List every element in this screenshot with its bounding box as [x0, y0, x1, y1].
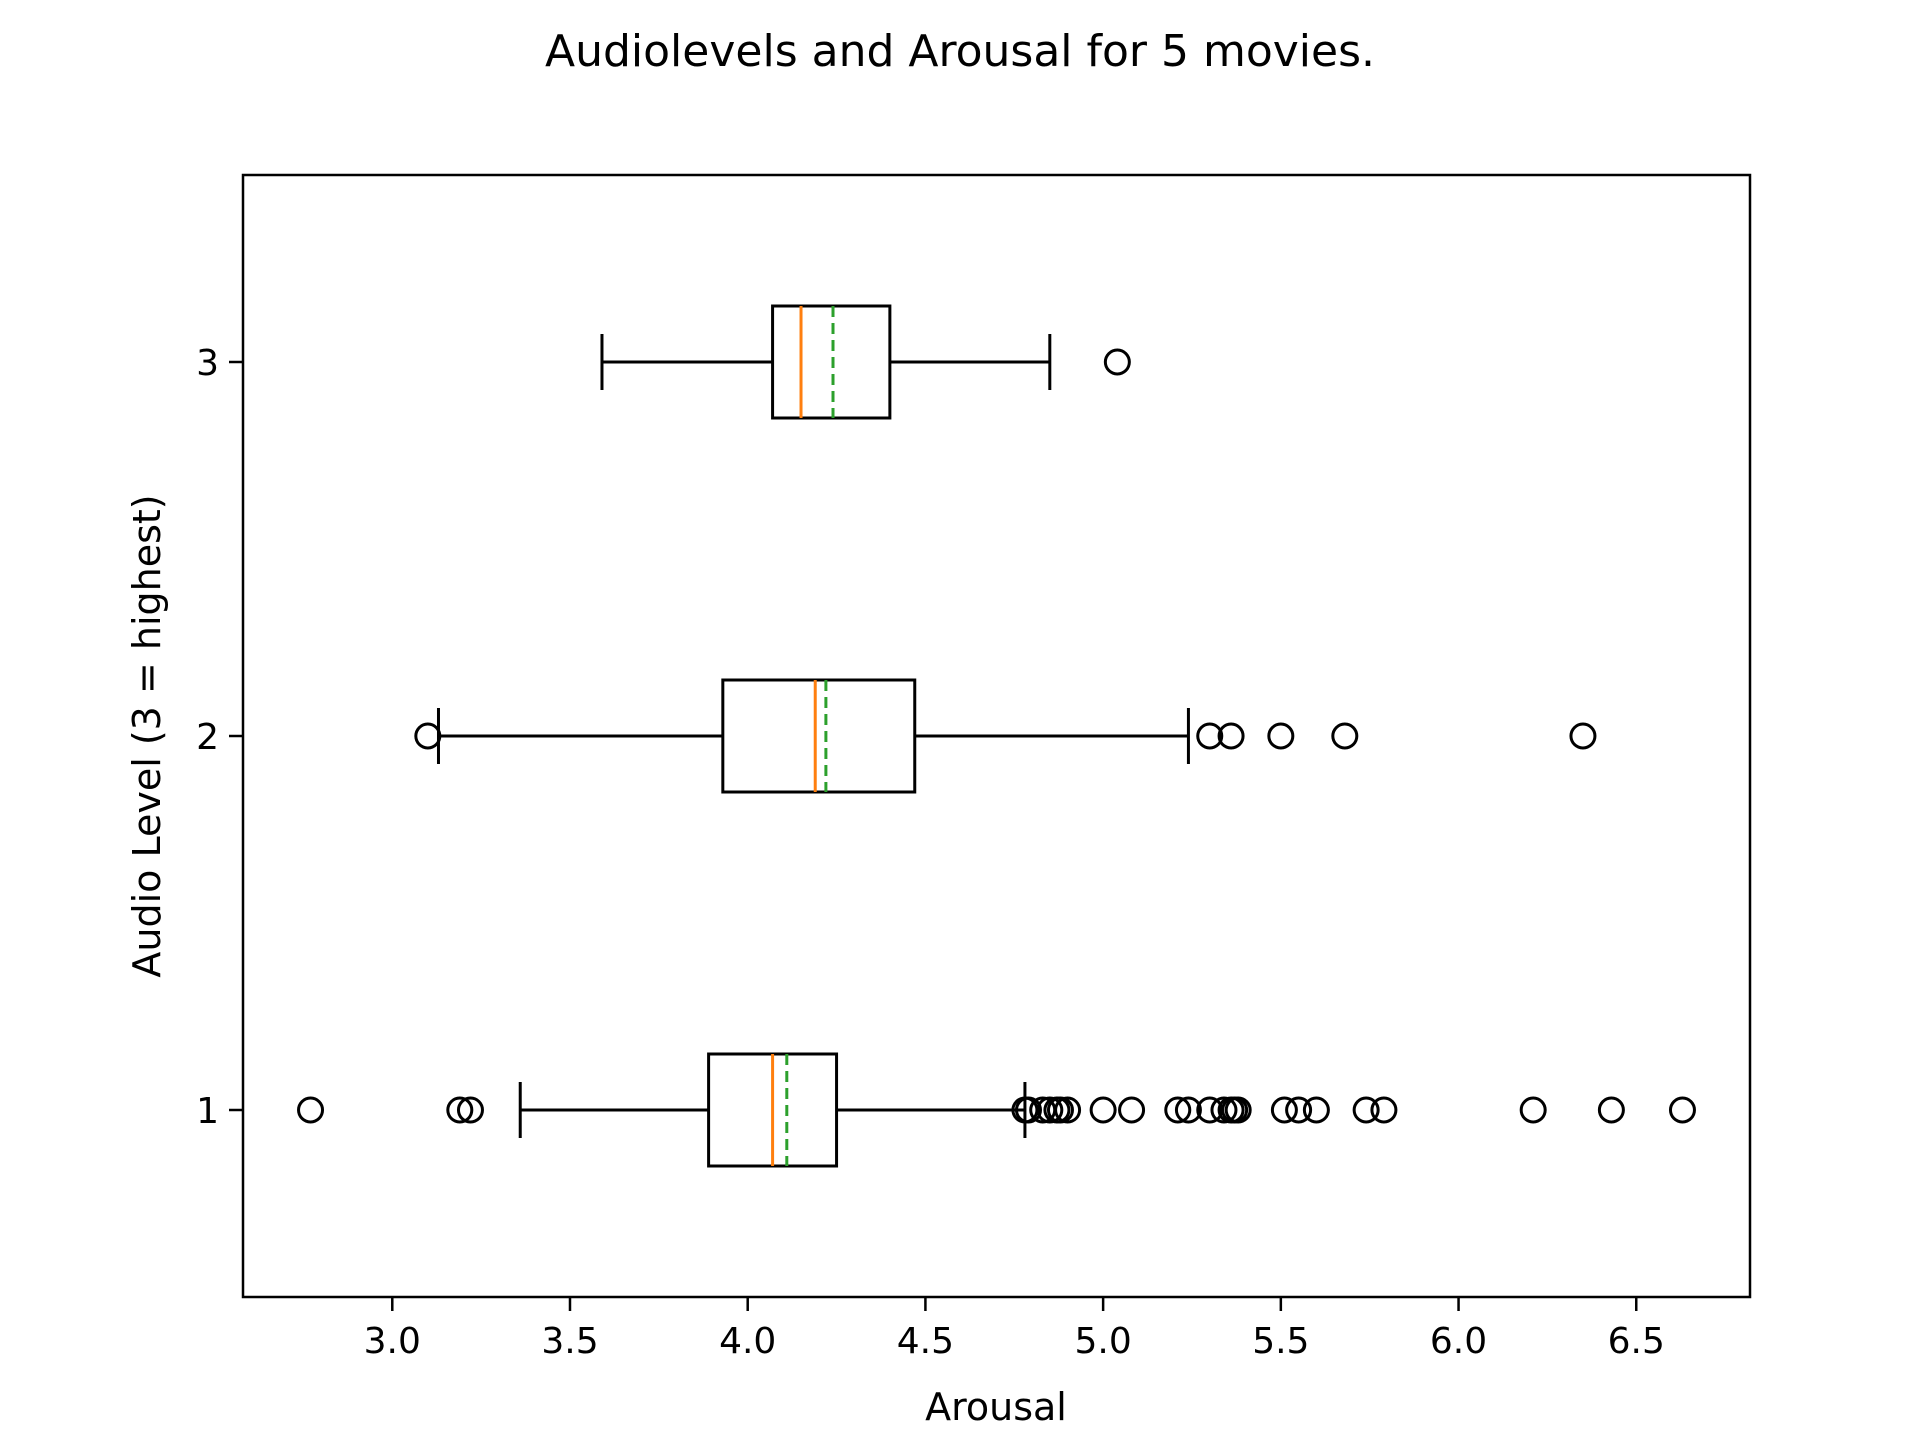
y-axis-label: Audio Level (3 = highest): [125, 494, 169, 977]
outlier-point: [1331, 722, 1359, 750]
outlier-point: [297, 1096, 325, 1124]
chart-title: Audiolevels and Arousal for 5 movies.: [545, 26, 1375, 77]
outlier-point: [446, 1096, 474, 1124]
outlier-point: [1597, 1096, 1625, 1124]
iqr-box: [721, 678, 917, 794]
outlier-point: [1046, 1096, 1074, 1124]
outlier-point: [1054, 1096, 1082, 1124]
x-tick-label: 3.0: [364, 1321, 421, 1362]
y-tick-label: 3: [196, 343, 219, 384]
outlier-point: [1270, 1096, 1298, 1124]
outlier-point: [1519, 1096, 1547, 1124]
y-tick-label: 1: [196, 1091, 219, 1132]
outlier-point: [414, 722, 442, 750]
x-tick-label: 5.5: [1252, 1321, 1309, 1362]
outlier-point: [1370, 1096, 1398, 1124]
x-tick-label: 3.5: [541, 1321, 598, 1362]
y-tick-label: 2: [196, 717, 219, 758]
axes: 3.0 3.5 4.0 4.5 5.0 5.5 6.0 6.5 1 2 3: [196, 343, 1665, 1362]
x-tick-label: 4.0: [719, 1321, 776, 1362]
iqr-box: [771, 304, 892, 420]
boxplot-2: [414, 678, 1597, 794]
outlier-point: [1285, 1096, 1313, 1124]
outlier-point: [1174, 1096, 1202, 1124]
outlier-point: [1352, 1096, 1380, 1124]
outlier-point: [1089, 1096, 1117, 1124]
x-tick-label: 6.0: [1430, 1321, 1487, 1362]
outlier-point: [1118, 1096, 1146, 1124]
outlier-point: [1267, 722, 1295, 750]
outlier-point: [1668, 1096, 1696, 1124]
plot-area: [297, 304, 1696, 1168]
outlier-point: [1014, 1096, 1042, 1124]
outlier-point: [1196, 722, 1224, 750]
outlier-point: [1217, 722, 1245, 750]
x-tick-label: 4.5: [897, 1321, 954, 1362]
x-tick-label: 6.5: [1608, 1321, 1665, 1362]
boxplot-3: [600, 304, 1131, 420]
outlier-point: [1302, 1096, 1330, 1124]
outlier-point: [1210, 1096, 1238, 1124]
outlier-point: [1224, 1096, 1252, 1124]
outlier-point: [1036, 1096, 1064, 1124]
boxplot-1: [297, 1052, 1696, 1168]
x-axis-label: Arousal: [925, 1385, 1067, 1429]
outlier-point: [1164, 1096, 1192, 1124]
outlier-point: [1569, 722, 1597, 750]
outlier-point: [456, 1096, 484, 1124]
outlier-point: [1103, 348, 1131, 376]
x-tick-label: 5.0: [1074, 1321, 1131, 1362]
